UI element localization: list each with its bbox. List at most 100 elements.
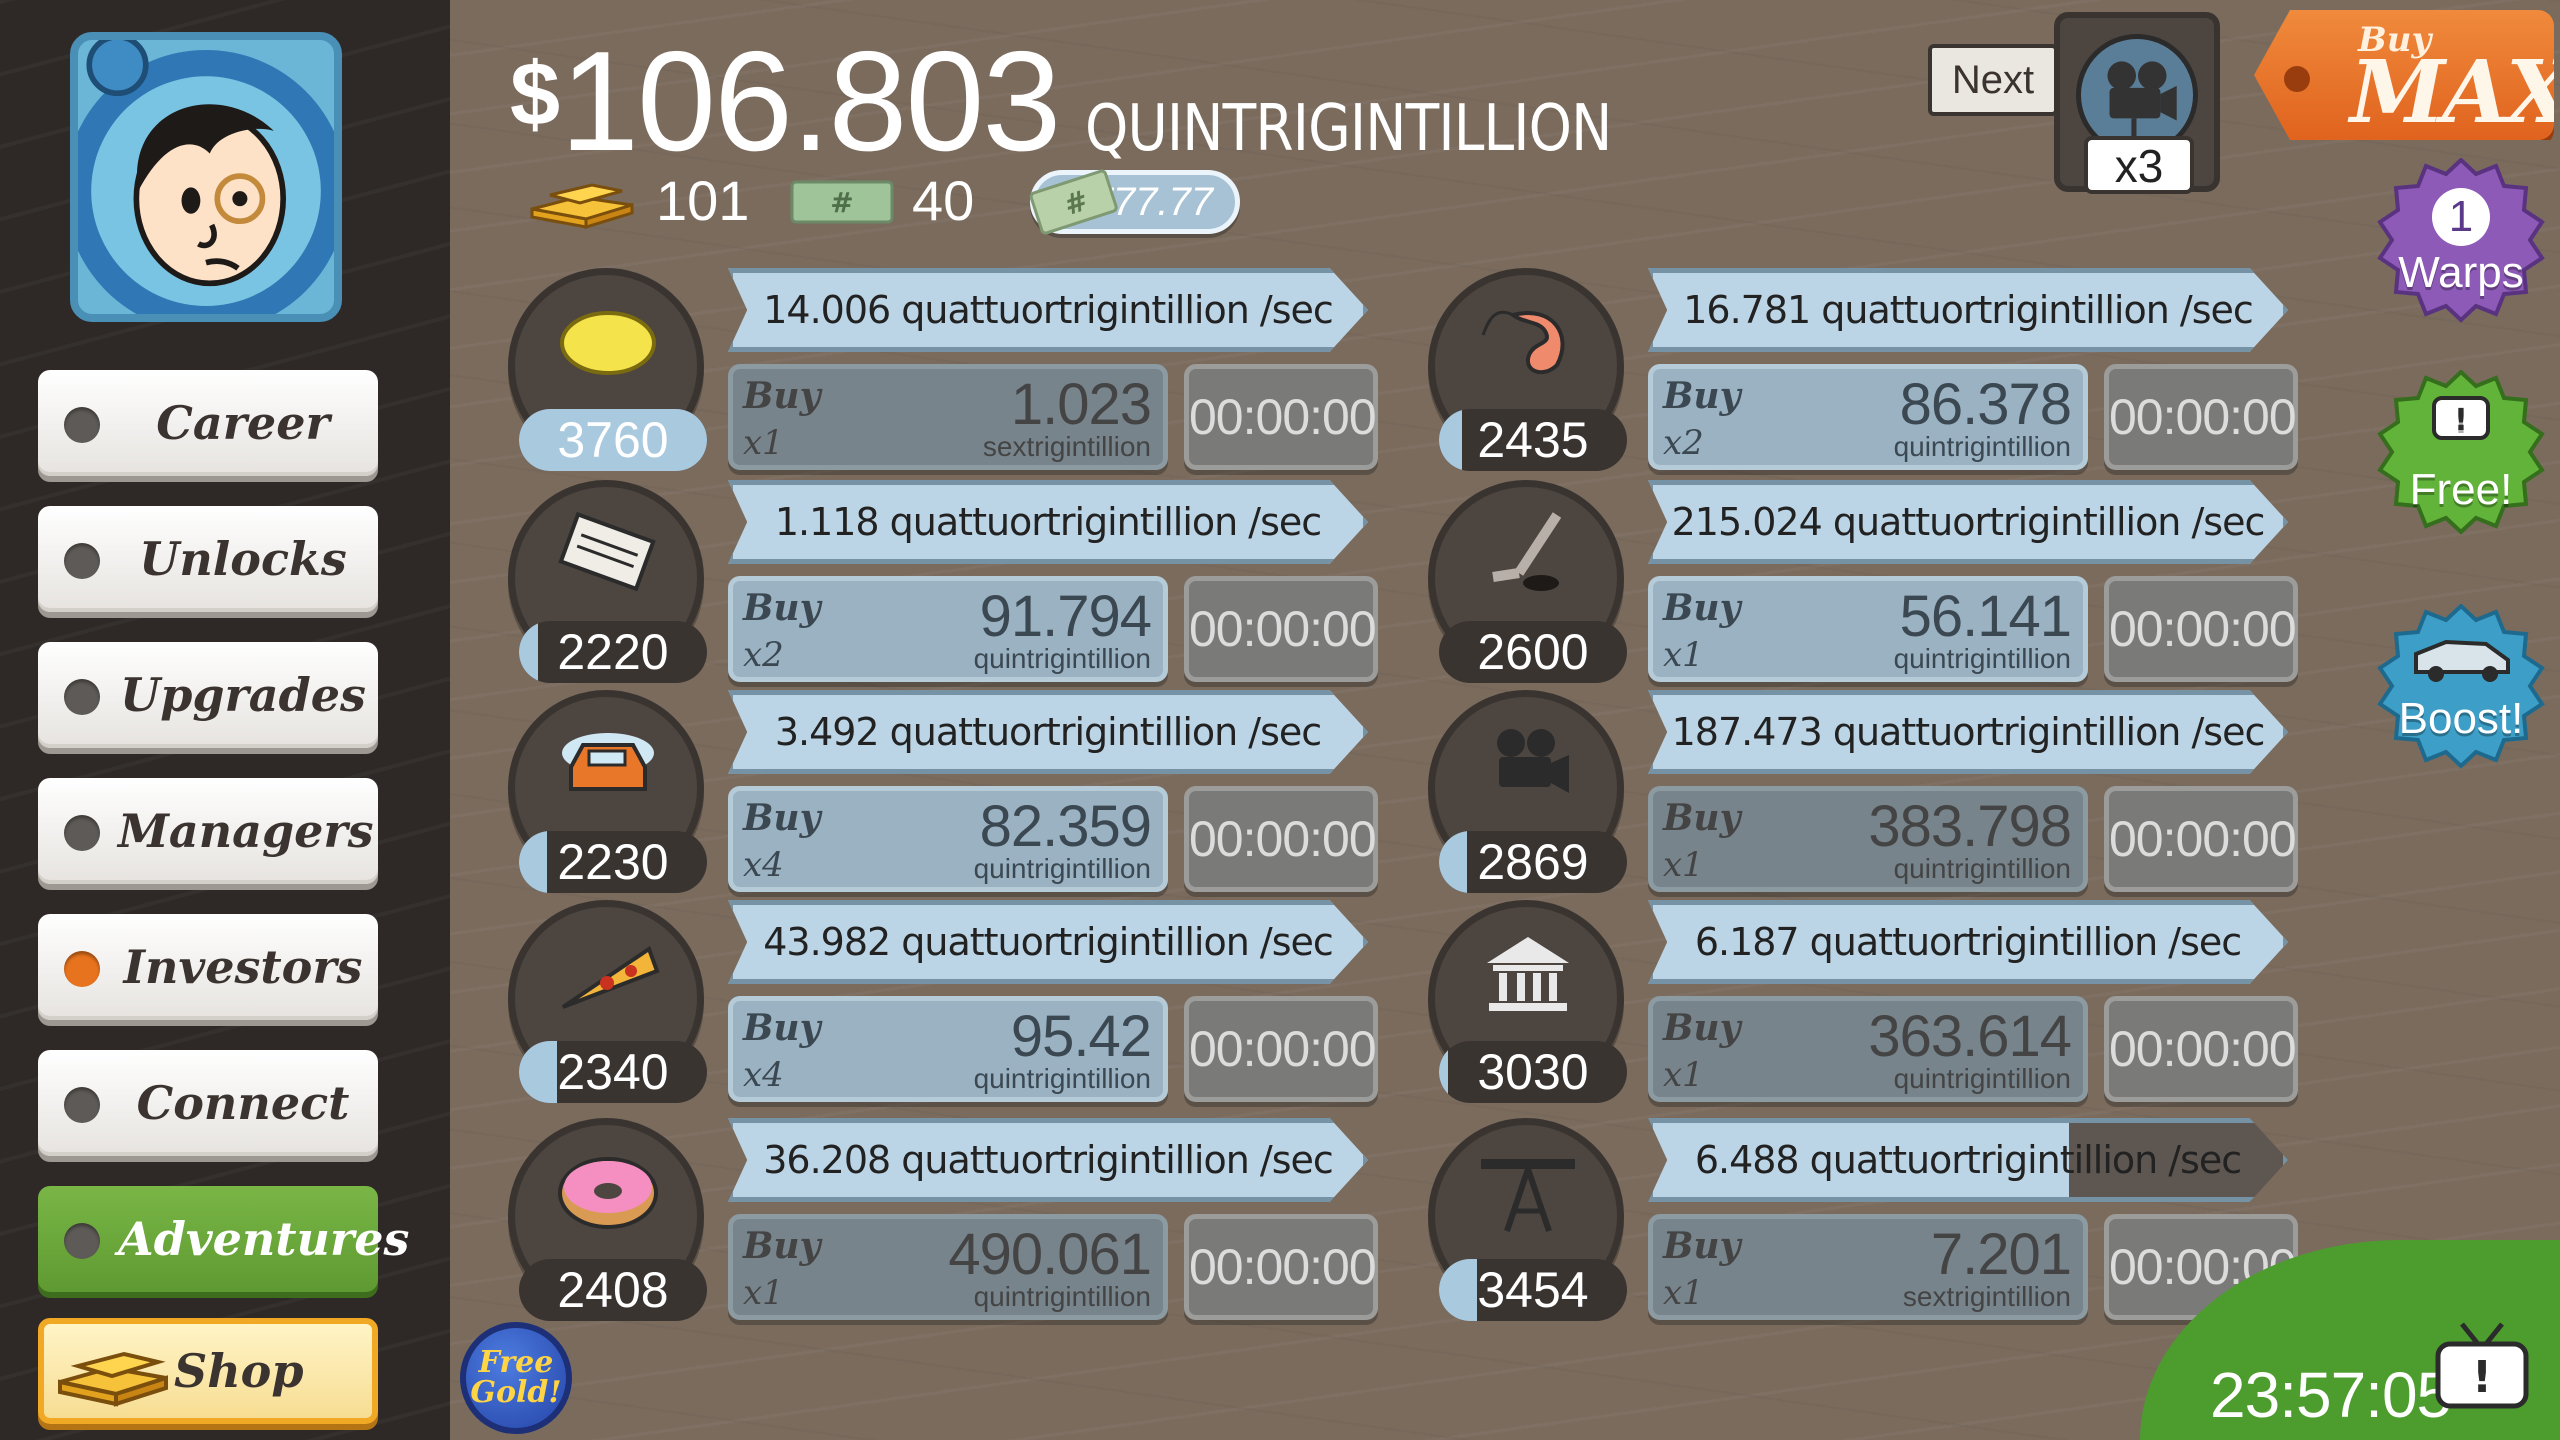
avatar[interactable] xyxy=(70,32,342,322)
owned-count-bar: 3454 xyxy=(1439,1259,1627,1321)
cycle-timer: 00:00:00 xyxy=(1184,364,1378,470)
buy-cost: 7.201 xyxy=(1930,1222,2072,1287)
business-icon-button[interactable]: 2230 xyxy=(508,690,707,893)
buy-quantity: x1 xyxy=(1663,1273,1704,1313)
astronaut-avatar-icon xyxy=(78,40,334,314)
svg-text:!: ! xyxy=(2472,1352,2492,1403)
nav-investors-button[interactable]: Investors xyxy=(38,914,378,1020)
buy-quantity: x4 xyxy=(743,1055,784,1095)
buy-max-button[interactable]: Buy MAX xyxy=(2254,10,2554,140)
nav-label: Investors xyxy=(123,940,363,994)
buy-quantity: x1 xyxy=(743,423,784,463)
business-icon-button[interactable]: 2340 xyxy=(508,900,707,1103)
business-icon-button[interactable]: 2435 xyxy=(1428,268,1627,471)
owned-count-bar: 2435 xyxy=(1439,409,1627,471)
warps-button[interactable]: 1 Warps xyxy=(2376,158,2546,328)
business-card: 2869 187.473 quattuortrigintillion /sec … xyxy=(1428,690,2328,895)
buy-button[interactable]: Buy x2 86.378 quintrigintillion xyxy=(1648,364,2088,470)
buy-cost: 383.798 xyxy=(1868,794,2072,859)
buy-quantity: x4 xyxy=(743,845,784,885)
buy-label: Buy xyxy=(1663,587,1741,629)
next-unlock-badge[interactable]: x3 xyxy=(2054,12,2220,194)
megabucks-icon: # xyxy=(1029,169,1118,235)
business-icon-button[interactable]: 2869 xyxy=(1428,690,1627,893)
owned-count: 2230 xyxy=(557,834,669,890)
boost-button[interactable]: Boost! xyxy=(2376,604,2546,774)
buy-label: Buy xyxy=(743,587,821,629)
buy-button[interactable]: Buy x1 383.798 quintrigintillion xyxy=(1648,786,2088,892)
progress-fill xyxy=(1439,1041,1449,1103)
business-icon-button[interactable]: 2408 xyxy=(508,1118,707,1321)
progress-fill xyxy=(519,831,548,893)
buy-button[interactable]: Buy x1 56.141 quintrigintillion xyxy=(1648,576,2088,682)
progress-fill xyxy=(1439,1259,1477,1321)
cycle-timer: 00:00:00 xyxy=(1184,1214,1378,1320)
buy-cost: 363.614 xyxy=(1868,1004,2072,1069)
money-amount: 106.803 xyxy=(560,22,1061,181)
gold-bars-icon xyxy=(530,182,634,229)
newspaper-icon xyxy=(558,511,656,592)
buy-button[interactable]: Buy x2 91.794 quintrigintillion xyxy=(728,576,1168,682)
nav-unlocks-button[interactable]: Unlocks xyxy=(38,506,378,612)
business-card: 3760 14.006 quattuortrigintillion /sec B… xyxy=(508,268,1408,473)
buy-cost-unit: quintrigintillion xyxy=(973,643,1151,674)
buy-label: Buy xyxy=(1663,375,1741,417)
sidebar: Career Unlocks Upgrades Managers Investo… xyxy=(0,0,450,1440)
svg-text:#: # xyxy=(830,186,853,219)
business-card: 2220 1.118 quattuortrigintillion /sec Bu… xyxy=(508,480,1408,685)
buy-cost-unit: quintrigintillion xyxy=(973,1281,1151,1312)
owned-count-bar: 2408 xyxy=(519,1259,707,1321)
business-icon-button[interactable]: 3030 xyxy=(1428,900,1627,1103)
status-dot xyxy=(64,1223,100,1259)
cycle-timer: 00:00:00 xyxy=(2104,996,2298,1102)
nav-career-button[interactable]: Career xyxy=(38,370,378,476)
buy-cost-unit: quintrigintillion xyxy=(1893,431,2071,462)
nav-managers-button[interactable]: Managers xyxy=(38,778,378,884)
donut-icon xyxy=(558,1157,658,1229)
buy-cost-unit: quintrigintillion xyxy=(1893,643,2071,674)
buy-label: Buy xyxy=(1663,1225,1741,1267)
business-icon-button[interactable]: 2600 xyxy=(1428,480,1627,683)
free-gold-button[interactable]: Free Gold! xyxy=(460,1322,572,1434)
hockey-icon xyxy=(1492,512,1562,591)
buy-button[interactable]: Buy x4 95.42 quintrigintillion xyxy=(728,996,1168,1102)
nav-label: Career xyxy=(156,396,330,450)
buy-button[interactable]: Buy x1 363.614 quintrigintillion xyxy=(1648,996,2088,1102)
next-unlock-button[interactable]: Next xyxy=(1928,44,2058,116)
buy-button[interactable]: Buy x4 82.359 quintrigintillion xyxy=(728,786,1168,892)
owned-count: 2869 xyxy=(1477,834,1589,890)
owned-count: 3760 xyxy=(557,412,669,468)
buy-quantity: x1 xyxy=(1663,1055,1704,1095)
nav-shop-button[interactable]: Shop xyxy=(38,1318,378,1424)
buy-label: Buy xyxy=(743,1007,821,1049)
countdown-timer: 23:57:05 xyxy=(2210,1359,2452,1431)
status-dot xyxy=(64,1087,100,1123)
buy-button[interactable]: Buy x1 1.023 sextrigintillion xyxy=(728,364,1168,470)
nav-label: Unlocks xyxy=(139,532,347,586)
warps-count: 1 xyxy=(2432,188,2490,246)
megabucks-icon: # xyxy=(790,180,894,223)
nav-upgrades-button[interactable]: Upgrades xyxy=(38,642,378,748)
nav-adventures-button[interactable]: Adventures xyxy=(38,1186,409,1292)
pizza-icon xyxy=(561,945,660,1009)
buy-quantity: x1 xyxy=(743,1273,784,1313)
business-icon-button[interactable]: 3454 xyxy=(1428,1118,1627,1321)
buy-label: Buy xyxy=(743,1225,821,1267)
business-card: 3454 6.488 quattuortrigintillion /sec Bu… xyxy=(1428,1118,2328,1323)
progress-fill xyxy=(519,409,707,471)
nav-connect-button[interactable]: Connect xyxy=(38,1050,378,1156)
currency-symbol: $ xyxy=(510,45,561,145)
business-icon-button[interactable]: 2220 xyxy=(508,480,707,683)
income-rate: 187.473 quattuortrigintillion /sec xyxy=(1671,710,2266,754)
buy-cost: 1.023 xyxy=(1010,372,1152,437)
buy-cost: 82.359 xyxy=(979,794,1152,859)
business-icon-button[interactable]: 3760 xyxy=(508,268,707,471)
income-rate-banner: 1.118 quattuortrigintillion /sec xyxy=(728,480,1368,564)
income-rate: 215.024 quattuortrigintillion /sec xyxy=(1671,500,2266,544)
free-button[interactable]: ! Free! xyxy=(2376,370,2546,540)
buy-button[interactable]: Buy x1 490.061 quintrigintillion xyxy=(728,1214,1168,1320)
income-rate: 6.488 quattuortrigintillion /sec xyxy=(1694,1138,2242,1182)
megabucks-counter: # 40 xyxy=(790,168,974,233)
buy-button[interactable]: Buy x1 7.201 sextrigintillion xyxy=(1648,1214,2088,1320)
timer-corner[interactable]: 23:57:05 ! xyxy=(2140,1240,2560,1440)
